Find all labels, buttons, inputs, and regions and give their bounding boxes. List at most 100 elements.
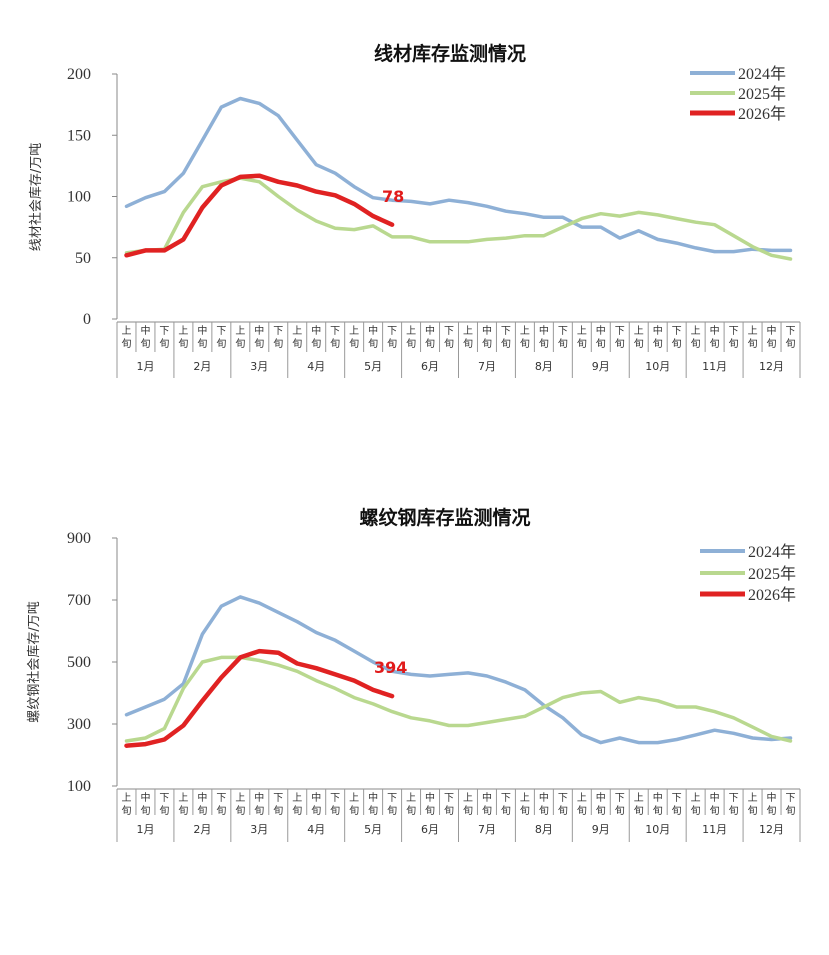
x-tick-label: 上旬 [178, 792, 188, 817]
x-tick-label: 下旬 [729, 793, 739, 817]
series-line-2026 [124, 173, 395, 258]
x-tick-label: 中旬 [311, 324, 321, 350]
x-tick-label: 下旬 [330, 326, 340, 350]
x-tick-label: 下旬 [786, 326, 796, 350]
y-tick-label: 100 [67, 778, 91, 795]
month-label: 12月 [759, 823, 784, 836]
x-tick-label: 中旬 [140, 791, 150, 817]
x-tick-label: 下旬 [672, 326, 682, 350]
month-label: 1月 [136, 360, 154, 373]
legend-label-2026: 2026年 [748, 586, 796, 604]
y-tick-label: 900 [67, 530, 91, 547]
x-tick-label: 上旬 [577, 792, 587, 817]
month-label: 5月 [364, 823, 382, 836]
x-tick-label: 中旬 [425, 324, 435, 350]
month-label: 8月 [535, 823, 553, 836]
x-tick-label: 中旬 [254, 324, 264, 350]
x-tick-label: 中旬 [710, 791, 720, 817]
y-tick-label: 700 [67, 592, 91, 609]
x-tick-label: 上旬 [178, 325, 188, 350]
x-tick-label: 上旬 [520, 325, 530, 350]
month-label: 4月 [307, 823, 325, 836]
x-tick-label: 中旬 [653, 324, 663, 350]
x-tick-label: 上旬 [463, 325, 473, 350]
month-label: 9月 [592, 360, 610, 373]
x-tick-label: 中旬 [197, 324, 207, 350]
legend-label-2024: 2024年 [748, 543, 796, 561]
x-tick-label: 中旬 [539, 791, 549, 817]
legend-label-2026: 2026年 [738, 105, 786, 123]
series-line-2024 [124, 595, 793, 745]
x-tick-label: 上旬 [691, 792, 701, 817]
x-tick-label: 中旬 [254, 791, 264, 817]
x-tick-label: 上旬 [577, 325, 587, 350]
month-label: 6月 [421, 823, 439, 836]
legend-label-2025: 2025年 [738, 85, 786, 103]
x-tick-label: 上旬 [349, 792, 359, 817]
x-tick-label: 中旬 [710, 324, 720, 350]
x-tick-label: 中旬 [197, 791, 207, 817]
month-label: 3月 [250, 823, 268, 836]
x-tick-label: 上旬 [634, 792, 644, 817]
x-tick-label: 上旬 [121, 325, 131, 350]
x-tick-label: 上旬 [235, 792, 245, 817]
x-tick-label: 中旬 [653, 791, 663, 817]
series-line-2026 [124, 648, 395, 748]
plot-area: 050100150200上旬中旬下旬上旬中旬下旬上旬中旬下旬上旬中旬下旬上旬中旬… [67, 66, 801, 378]
month-label: 2月 [193, 360, 211, 373]
y-tick-label: 0 [83, 311, 91, 328]
month-label: 3月 [250, 360, 268, 373]
x-tick-label: 中旬 [767, 324, 777, 350]
month-label: 9月 [592, 823, 610, 836]
month-label: 5月 [364, 360, 382, 373]
x-tick-label: 下旬 [729, 326, 739, 350]
y-tick-label: 300 [67, 716, 91, 733]
y-axis-label: 螺纹钢社会库存/万吨 [26, 601, 42, 722]
legend-label-2024: 2024年 [738, 65, 786, 83]
month-label: 10月 [645, 823, 670, 836]
x-tick-label: 下旬 [501, 326, 511, 350]
legend: 2024年 2025年 2026年 [690, 65, 786, 123]
x-tick-label: 上旬 [463, 792, 473, 817]
legend-label-2025: 2025年 [748, 565, 796, 583]
x-tick-label: 中旬 [368, 324, 378, 350]
x-tick-label: 上旬 [406, 325, 416, 350]
month-label: 2月 [193, 823, 211, 836]
x-tick-label: 中旬 [140, 324, 150, 350]
series-line-2025 [124, 655, 793, 743]
x-tick-label: 中旬 [311, 791, 321, 817]
month-label: 6月 [421, 360, 439, 373]
plot-area: 100300500700900上旬中旬下旬上旬中旬下旬上旬中旬下旬上旬中旬下旬上… [67, 530, 801, 842]
month-label: 7月 [478, 823, 496, 836]
month-label: 11月 [702, 823, 727, 836]
y-axis-label: 线材社会库存/万吨 [28, 143, 44, 251]
x-tick-label: 下旬 [501, 793, 511, 817]
x-tick-label: 下旬 [558, 326, 568, 350]
y-tick-label: 150 [67, 127, 91, 144]
x-tick-label: 下旬 [216, 326, 226, 350]
x-tick-label: 上旬 [235, 325, 245, 350]
month-label: 7月 [478, 360, 496, 373]
x-tick-label: 下旬 [786, 793, 796, 817]
x-tick-label: 中旬 [368, 791, 378, 817]
x-tick-label: 下旬 [273, 326, 283, 350]
latest-value-label: 78 [382, 187, 404, 206]
x-tick-label: 中旬 [767, 791, 777, 817]
x-tick-label: 中旬 [596, 324, 606, 350]
x-tick-label: 中旬 [482, 791, 492, 817]
y-tick-label: 200 [67, 66, 91, 83]
x-tick-label: 上旬 [748, 792, 758, 817]
latest-value-label: 394 [374, 658, 407, 677]
month-label: 11月 [702, 360, 727, 373]
x-tick-label: 下旬 [216, 793, 226, 817]
y-tick-label: 50 [75, 250, 91, 267]
x-tick-label: 中旬 [425, 791, 435, 817]
x-tick-label: 下旬 [159, 793, 169, 817]
x-tick-label: 下旬 [273, 793, 283, 817]
month-label: 12月 [759, 360, 784, 373]
x-tick-label: 下旬 [615, 793, 625, 817]
month-label: 10月 [645, 360, 670, 373]
x-tick-label: 下旬 [672, 793, 682, 817]
series-line-2024 [124, 96, 793, 254]
x-tick-label: 上旬 [520, 792, 530, 817]
